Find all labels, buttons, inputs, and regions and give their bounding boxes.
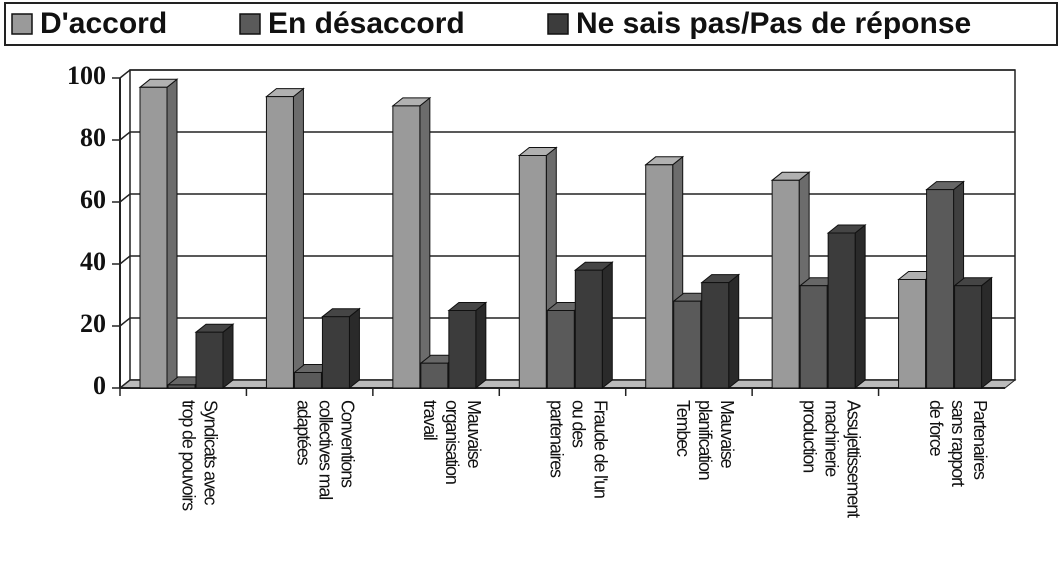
bar xyxy=(167,384,196,389)
x-tick-label: Conventions xyxy=(338,400,358,488)
bar xyxy=(139,86,168,389)
bar-side xyxy=(981,276,993,390)
bar xyxy=(518,155,547,389)
bar xyxy=(574,269,603,389)
grid-line xyxy=(119,69,1015,79)
y-tick-label: 20 xyxy=(80,309,106,338)
bar-side xyxy=(222,323,234,390)
x-tick-label: production xyxy=(799,400,819,472)
x-tick-label: collectives mal xyxy=(316,400,336,499)
y-tick-label: 100 xyxy=(67,61,106,90)
x-tick-label: Fraude de l'un xyxy=(591,400,611,498)
bar-side xyxy=(292,87,304,390)
legend-swatch xyxy=(239,13,261,35)
x-tick-label: organisation xyxy=(442,400,462,484)
bar xyxy=(420,362,449,389)
legend-label: D'accord xyxy=(40,7,167,40)
x-tick-label: sans rapport xyxy=(948,400,968,487)
grid-line xyxy=(119,255,1015,265)
legend-swatch xyxy=(547,13,569,35)
x-tick-label: Tembec xyxy=(673,400,693,457)
bar xyxy=(926,189,955,389)
legend-label: En désaccord xyxy=(268,7,465,40)
bar-side xyxy=(419,96,431,390)
bar xyxy=(701,282,730,389)
legend-box xyxy=(4,2,1058,46)
x-tick-label: adaptées xyxy=(294,400,314,466)
grid-line xyxy=(119,193,1015,203)
x-tick-label: trop de pouvoirs xyxy=(178,400,198,511)
bar xyxy=(799,285,828,389)
bar xyxy=(645,164,674,389)
bar xyxy=(898,279,927,389)
x-tick-label: Partenaires xyxy=(970,400,990,480)
bar-side xyxy=(348,307,360,390)
bar xyxy=(771,179,800,389)
bar xyxy=(321,316,350,389)
legend-label: Ne sais pas/Pas de réponse xyxy=(576,7,971,40)
bar-side xyxy=(601,261,613,390)
x-tick-label: partenaires xyxy=(547,400,567,478)
bar-side xyxy=(728,273,740,390)
bar xyxy=(673,300,702,389)
x-tick-label: travail xyxy=(420,400,440,440)
bar xyxy=(546,310,575,389)
x-tick-label: Assujettissement xyxy=(843,400,863,518)
bar xyxy=(293,372,322,389)
bar xyxy=(827,232,856,389)
bar xyxy=(392,105,421,389)
x-tick-label: machinerie xyxy=(821,400,841,477)
x-tick-label: Mauvaise xyxy=(464,400,484,469)
bar-side xyxy=(854,223,866,390)
x-tick-label: de force xyxy=(926,400,946,457)
y-tick-label: 60 xyxy=(80,185,106,214)
y-tick-label: 80 xyxy=(80,123,106,152)
x-tick-label: Mauvaise xyxy=(717,400,737,469)
y-tick-label: 40 xyxy=(80,247,106,276)
y-tick-label: 0 xyxy=(93,371,106,400)
x-tick-label: planification xyxy=(695,400,715,480)
x-tick-label: ou des xyxy=(569,400,589,448)
bar-side xyxy=(166,78,178,390)
bar xyxy=(954,285,983,389)
bar-side xyxy=(475,301,487,390)
x-tick-label: Syndicats avec xyxy=(200,400,220,505)
bar xyxy=(448,310,477,389)
legend-swatch xyxy=(11,13,33,35)
grid-line xyxy=(119,131,1015,141)
bar xyxy=(195,331,224,389)
bar xyxy=(265,96,294,389)
